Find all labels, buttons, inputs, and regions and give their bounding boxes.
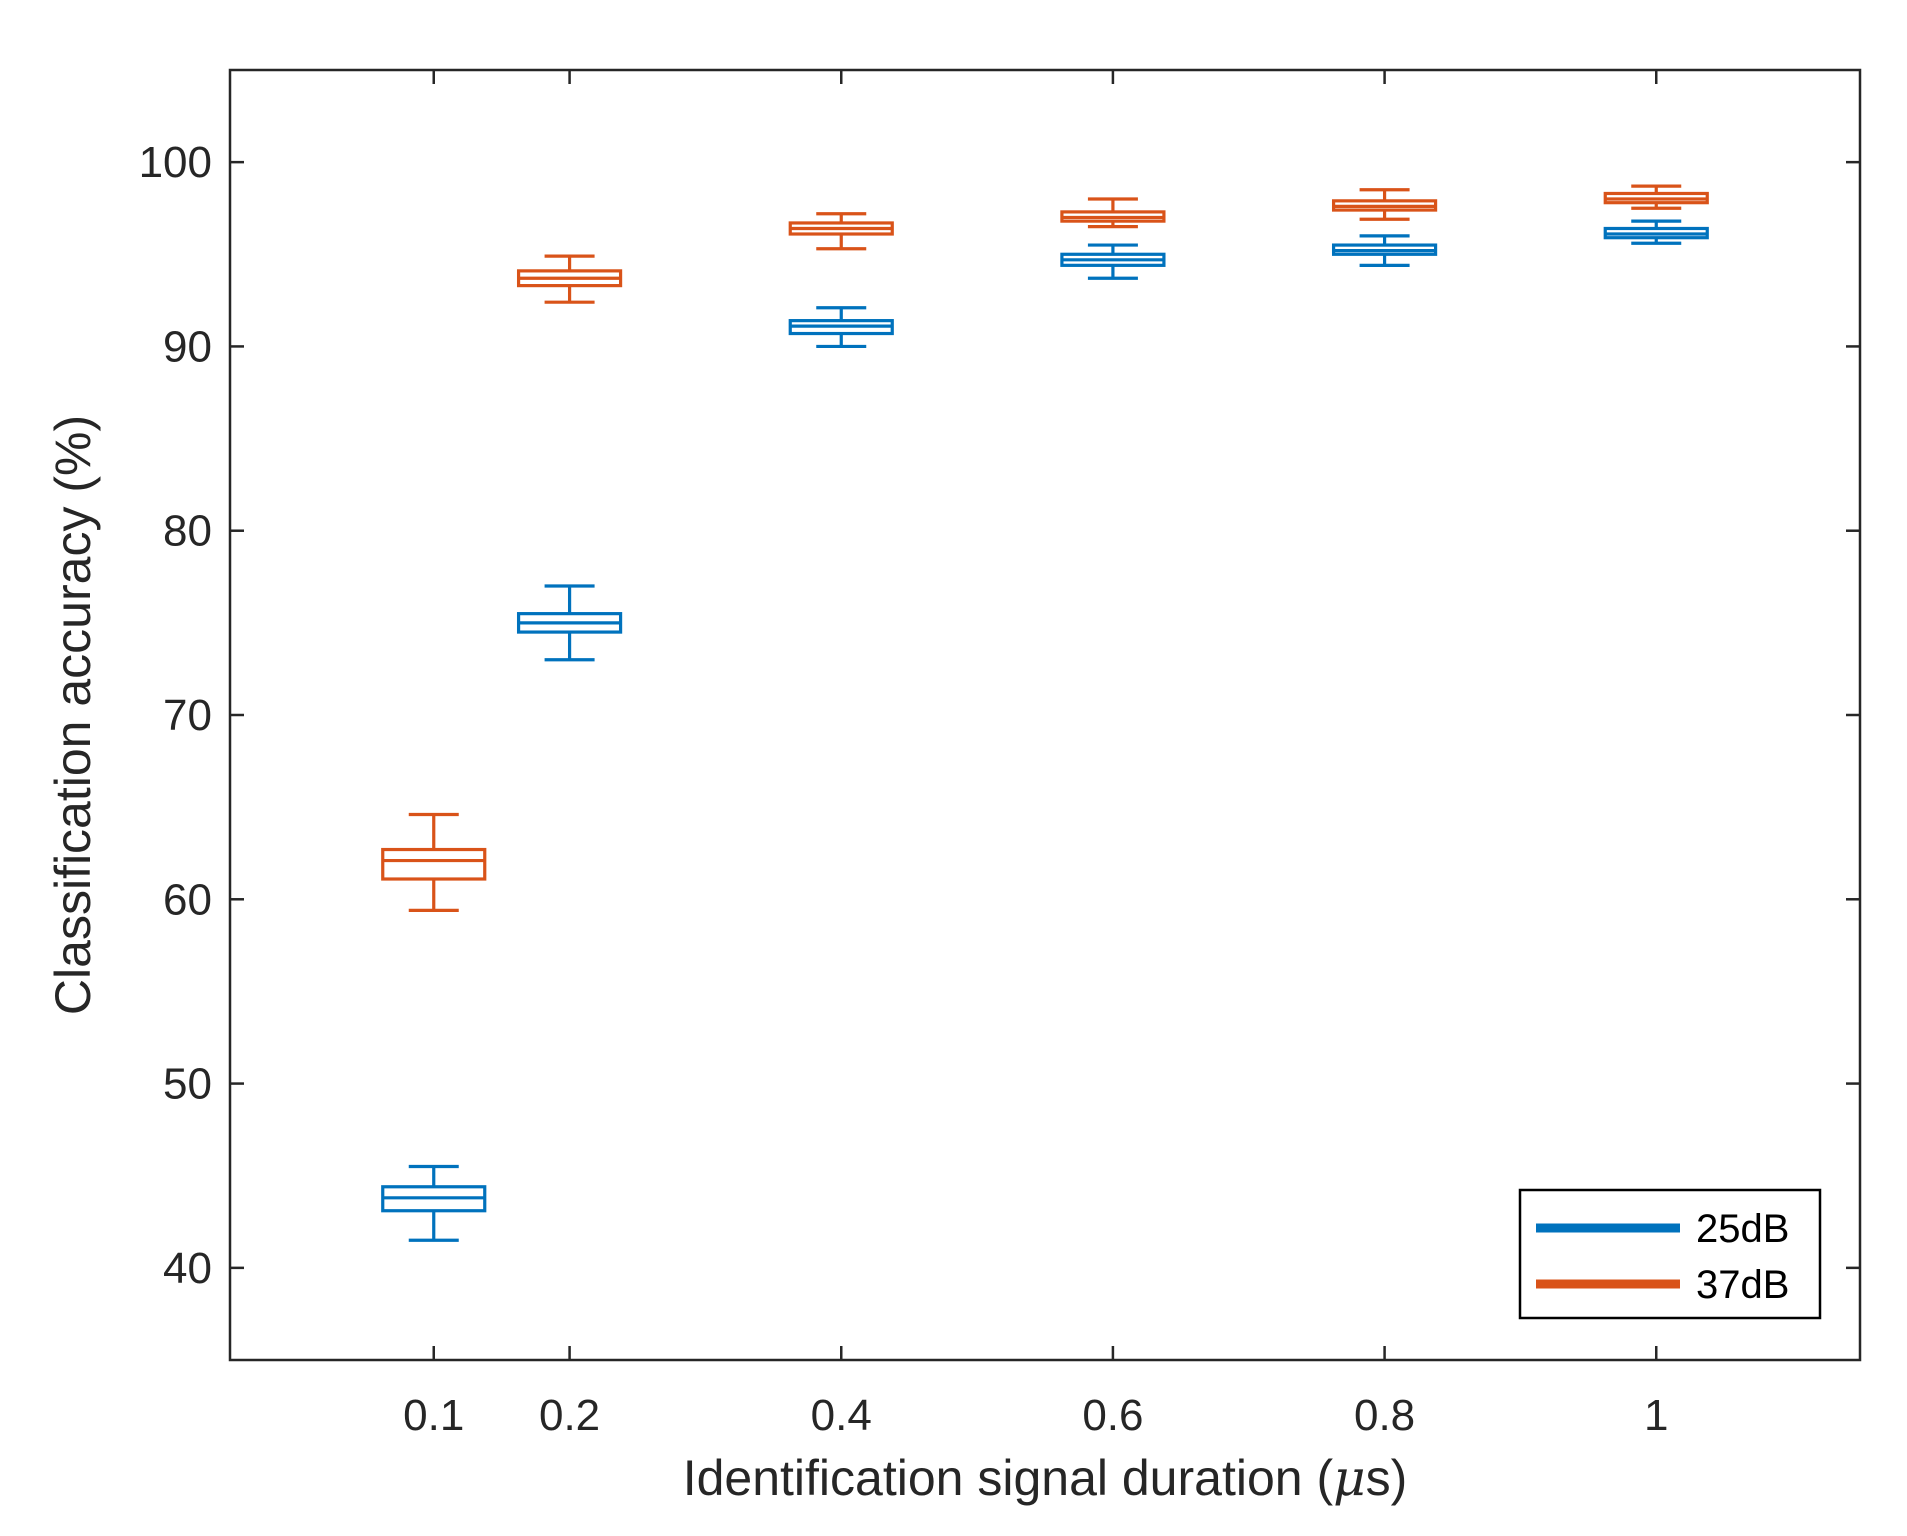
box-37dB-0.2 <box>516 254 623 304</box>
y-tick-label: 70 <box>163 691 212 740</box>
y-tick-label: 40 <box>163 1244 212 1293</box>
legend-frame <box>1518 1188 1822 1320</box>
box-25dB-0.1 <box>381 1164 487 1242</box>
box-37dB-1 <box>1603 184 1709 210</box>
box-marks <box>381 184 1709 1242</box>
plot-area-frame <box>228 68 1862 1362</box>
box-25dB-0.2 <box>516 584 623 662</box>
x-tick-label: 0.4 <box>811 1391 872 1440</box>
tick-labels: 0.1 0.2 0.4 0.6 0.8 1 40 50 60 70 80 90 100 <box>139 138 1669 1440</box>
legend: 25dB 37dB <box>1518 1188 1822 1320</box>
x-tick-label: 1 <box>1644 1391 1668 1440</box>
box-25dB-0.8 <box>1331 234 1438 267</box>
box-25dB-0.6 <box>1060 243 1166 280</box>
y-tick-label: 60 <box>163 875 212 924</box>
y-tick-label: 100 <box>139 138 212 187</box>
x-tick-label: 0.1 <box>403 1391 464 1440</box>
legend-label-25dB: 25dB <box>1696 1207 1789 1251</box>
axis-ticks <box>230 70 1860 1360</box>
box-iqr <box>381 847 487 881</box>
box-37dB-0.1 <box>381 812 487 912</box>
y-axis-label: Classification accuracy (%) <box>45 415 101 1015</box>
x-tick-label: 0.2 <box>539 1391 600 1440</box>
legend-label-37dB: 37dB <box>1696 1263 1789 1307</box>
box-37dB-0.6 <box>1060 197 1166 229</box>
y-tick-label: 50 <box>163 1060 212 1109</box>
y-tick-label: 80 <box>163 507 212 556</box>
box-25dB-1 <box>1603 219 1709 245</box>
x-axis-label: Identification signal duration (μs) <box>683 1449 1408 1507</box>
box-37dB-0.8 <box>1331 188 1438 221</box>
x-tick-label: 0.6 <box>1082 1391 1143 1440</box>
box-37dB-0.4 <box>788 212 894 251</box>
x-tick-label: 0.8 <box>1354 1391 1415 1440</box>
box-25dB-0.4 <box>788 306 894 349</box>
y-tick-label: 90 <box>163 322 212 371</box>
